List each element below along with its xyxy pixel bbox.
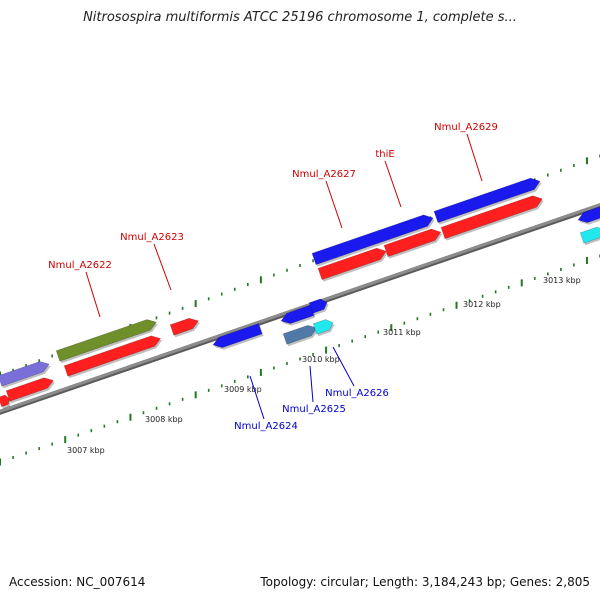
gene-label-leader [466, 133, 483, 182]
accession-text: Accession: NC_007614 [9, 575, 146, 589]
kbp-label: 3008 kbp [145, 415, 183, 424]
kbp-label: 3013 kbp [543, 276, 581, 285]
topology-text: Topology: circular; Length: 3,184,243 bp… [260, 575, 590, 589]
kbp-label: 3012 kbp [463, 300, 501, 309]
gene-arrow[interactable] [440, 195, 544, 241]
gene-arrow[interactable] [63, 335, 163, 379]
gene-label[interactable]: Nmul_A2623 [120, 232, 184, 243]
gene-arrow[interactable] [308, 298, 329, 316]
map-title: Nitrosospira multiformis ATCC 25196 chro… [83, 10, 517, 25]
gene-label[interactable]: Nmul_A2622 [48, 260, 112, 271]
gene-label[interactable]: Nmul_A2624 [234, 421, 298, 432]
gene-arrow[interactable] [579, 226, 600, 246]
gene-arrow[interactable] [433, 177, 542, 225]
gene-label[interactable]: Nmul_A2629 [434, 122, 498, 133]
gene-arrow[interactable] [317, 247, 388, 282]
gene-arrow[interactable] [5, 377, 55, 404]
gene-label-leader [309, 365, 314, 403]
gene-arrow[interactable] [282, 325, 319, 347]
kbp-label: 3009 kbp [224, 385, 262, 394]
gene-arrow[interactable] [311, 214, 435, 267]
gene-label-leader [325, 180, 343, 229]
gene-label[interactable]: Nmul_A2627 [292, 169, 356, 180]
gene-arrow[interactable] [312, 319, 335, 337]
gene-labels: Nmul_A2622 Nmul_A2623 Nmul_A2627 thiE Nmul_A… [48, 122, 498, 432]
gene-arrow[interactable] [55, 319, 158, 364]
gene-label-leader [153, 243, 172, 291]
gene-label-leader [85, 271, 101, 318]
gene-arrow[interactable] [169, 317, 200, 338]
gene-label[interactable]: thiE [375, 149, 394, 160]
gene-arrow[interactable] [0, 394, 11, 409]
gene-label-leader [384, 160, 402, 208]
gene-arrow[interactable] [383, 228, 443, 259]
gene-label-leader [249, 375, 265, 420]
gene-arrow[interactable] [0, 361, 51, 389]
gene-arrow[interactable] [212, 323, 264, 350]
kbp-label: 3007 kbp [67, 446, 105, 455]
gene-label[interactable]: Nmul_A2626 [325, 388, 389, 399]
scale-labels: 3007 kbp 3008 kbp 3009 kbp 3010 kbp 3011 kbp… [67, 276, 581, 455]
gene-features[interactable] [0, 177, 600, 409]
kbp-label: 3011 kbp [383, 328, 421, 337]
gene-arrow[interactable] [577, 205, 600, 225]
kbp-label: 3010 kbp [302, 355, 340, 364]
gene-label-leader [332, 346, 355, 387]
gene-label[interactable]: Nmul_A2625 [282, 404, 346, 415]
